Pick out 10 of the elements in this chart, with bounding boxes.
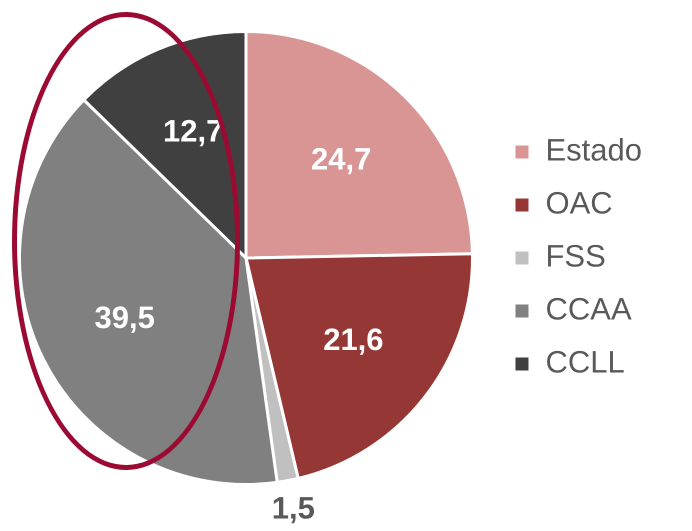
data-label: 24,7 — [311, 142, 372, 177]
legend-label: CCLL — [545, 344, 625, 380]
legend-label: CCAA — [545, 292, 632, 327]
legend-label: FSS — [545, 238, 606, 274]
data-label: 39,5 — [94, 300, 155, 335]
data-label: 21,6 — [323, 322, 384, 357]
legend-label: OAC — [545, 186, 613, 221]
legend-label: Estado — [545, 132, 642, 168]
data-label: 12,7 — [163, 113, 224, 148]
data-label: 1,5 — [272, 490, 315, 526]
